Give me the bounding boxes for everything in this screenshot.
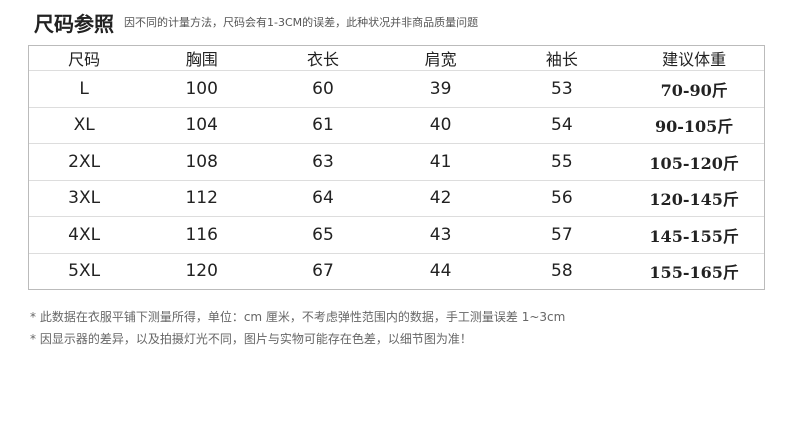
table-row: L 100 60 39 53 70-90斤 (29, 70, 764, 108)
table-cell: 70-90斤 (624, 70, 764, 108)
table-cell: 67 (312, 261, 334, 282)
table-cell: 40 (381, 107, 500, 145)
table-cell: 44 (429, 261, 452, 282)
note-1: * 此数据在衣服平铺下测量所得，单位：cm 厘米，不考虑弹性范围内的数据，手工测… (30, 310, 566, 324)
table-cell: 54 (499, 107, 625, 145)
table-cell: 61 (264, 107, 382, 145)
column-header: 胸围 (139, 46, 265, 71)
table-cell: 116 (139, 216, 265, 254)
subtitle: 因不同的计量方法，尺码会有1-3CM的误差，此种状况并非商品质量问题 (124, 16, 479, 29)
column-header: 肩宽 (381, 46, 500, 71)
page-title: 尺码参照 (34, 12, 114, 36)
column-header: 袖长 (499, 46, 625, 71)
table-cell: 155-165斤 (649, 263, 739, 283)
table-cell: 55 (499, 143, 625, 181)
table-cell: 105-120斤 (624, 143, 764, 181)
table-row: 4XL 116 65 43 57 145-155斤 (29, 216, 764, 254)
table-cell: 108 (139, 143, 265, 181)
table-cell: XL (29, 107, 140, 145)
table-header-row: 尺码 胸围 衣长 肩宽 袖长 建议体重 (29, 46, 764, 71)
table-row: 3XL 112 64 42 56 120-145斤 (29, 180, 764, 218)
table-cell: 104 (139, 107, 265, 145)
table-cell: 42 (381, 180, 500, 218)
table-cell: 43 (381, 216, 500, 254)
table-cell: 57 (499, 216, 625, 254)
table-cell: 65 (264, 216, 382, 254)
table-cell: 41 (381, 143, 500, 181)
table-cell: 5XL (68, 261, 101, 282)
table-cell: 112 (139, 180, 265, 218)
table-row: 2XL 108 63 41 55 105-120斤 (29, 143, 764, 181)
table-cell: 4XL (29, 216, 140, 254)
table-cell: 60 (264, 70, 382, 108)
size-table: 尺码 胸围 衣长 肩宽 袖长 建议体重 L 100 60 39 53 70-90斤 XL 104 61 40… (28, 45, 765, 290)
column-header: 尺码 (29, 46, 140, 71)
table-cell: 39 (381, 70, 500, 108)
table-cell: 64 (264, 180, 382, 218)
table-cell: 100 (139, 70, 265, 108)
table-cell: 120-145斤 (624, 180, 764, 218)
table-cell: L (29, 70, 140, 108)
table-cell: 63 (264, 143, 382, 181)
table-row: 5XL 120 67 44 58 155-165斤 (29, 253, 764, 289)
table-cell: 120 (185, 261, 218, 282)
table-cell: 53 (499, 70, 625, 108)
table-cell: 58 (551, 261, 573, 282)
table-cell: 3XL (29, 180, 140, 218)
table-cell: 145-155斤 (624, 216, 764, 254)
table-row: XL 104 61 40 54 90-105斤 (29, 107, 764, 145)
column-header: 衣长 (264, 46, 382, 71)
table-cell: 56 (499, 180, 625, 218)
table-cell: 90-105斤 (624, 107, 764, 145)
note-2: * 因显示器的差异，以及拍摄灯光不同，图片与实物可能存在色差，以细节图为准！ (30, 332, 472, 346)
table-cell: 2XL (29, 143, 140, 181)
column-header: 建议体重 (624, 46, 764, 71)
